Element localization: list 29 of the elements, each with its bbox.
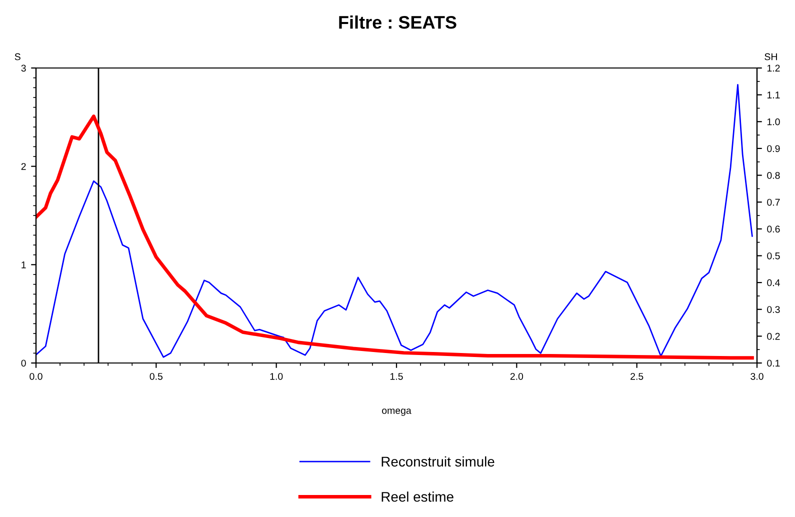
y2-tick-label: 0.8 — [767, 172, 780, 179]
y2-tick-label: 0.1 — [767, 360, 780, 367]
y2-tick-label: 1.2 — [767, 64, 780, 72]
y2-tick-label: 0.5 — [767, 252, 780, 260]
x-axis-title: omega — [382, 408, 412, 416]
y-tick-label: 2 — [21, 163, 26, 170]
x-tick-label: 1.0 — [270, 372, 283, 380]
chart-title: Filtre : SEATS — [339, 16, 456, 29]
x-tick-label: 3.0 — [750, 372, 764, 380]
y2-tick-label: 0.4 — [767, 279, 780, 286]
y-tick-label: 0 — [21, 360, 26, 367]
x-tick-label: 0.5 — [150, 372, 163, 380]
y2-tick-label: 0.6 — [767, 226, 780, 233]
y2-tick-label: 1.0 — [767, 118, 780, 126]
y2-tick-label: 0.7 — [767, 198, 780, 206]
y-axis-title: S — [14, 53, 20, 60]
y2-axis-title: SH — [764, 53, 777, 60]
y2-tick-label: 0.3 — [767, 306, 780, 313]
y-tick-label: 3 — [21, 64, 26, 72]
x-tick-label: 2.5 — [630, 372, 644, 380]
y2-tick-label: 0.9 — [767, 145, 780, 152]
legend-label: Reel estime — [382, 492, 454, 502]
y2-tick-label: 1.1 — [767, 92, 780, 98]
x-tick-label: 2.0 — [510, 372, 524, 380]
y-tick-label: 1 — [22, 262, 26, 268]
x-tick-label: 0.0 — [30, 372, 42, 380]
x-tick-label: 1.5 — [390, 373, 403, 380]
legend-label: Reconstruit simule — [382, 456, 494, 467]
y2-tick-label: 0.2 — [767, 332, 780, 340]
